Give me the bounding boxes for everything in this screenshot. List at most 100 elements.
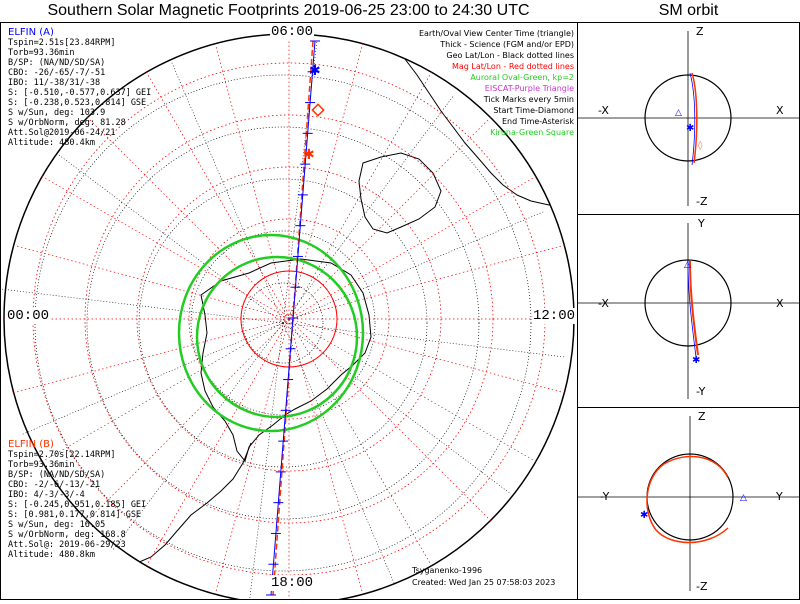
geo-lon-line — [282, 94, 455, 324]
info-line: B/SP: (NA/ND/SD/SA) — [8, 58, 106, 68]
start-diamond — [311, 103, 325, 117]
mag-lon-line — [13, 318, 290, 394]
mag-lon-line — [13, 244, 290, 320]
geo-lon-line — [248, 322, 284, 604]
geo-lon-line — [20, 322, 284, 436]
orbit3-bottom-label: -Z — [696, 580, 708, 593]
info-line: S: [0.981,0.177,0.814] GSE — [8, 510, 142, 520]
orbit-panel-xy: △ ✱ Y -Y -X X — [577, 214, 800, 408]
geo-lon-line — [170, 60, 284, 324]
orbit-plot-xz: ◊ △ ✱ — [578, 31, 799, 206]
mag-lon-line — [288, 318, 491, 521]
orbit-title: SM orbit — [658, 2, 719, 19]
svg-text:✱: ✱ — [686, 123, 694, 134]
info-line: S w/Sun, deg: 103.9 — [8, 108, 106, 118]
orbit2-left-label: -X — [598, 297, 609, 310]
info-line: S: [-0.510,-0.577,0.637] GEI — [8, 88, 152, 98]
continent-antarctica — [200, 258, 372, 463]
orbit1-left-label: -X — [598, 104, 609, 117]
elfin-a-name: ELFIN (A) — [8, 27, 54, 38]
info-line: CBO: -2/-6/-13/-21 — [8, 480, 101, 490]
legend-item: Tick Marks every 5min — [483, 95, 574, 104]
info-line: IBO: 4/-3/-3/-4 — [8, 490, 85, 500]
legend-item: Kiruna-Green Square — [490, 128, 574, 137]
info-line: Altitude: 480.4km — [8, 138, 95, 148]
continent-australia — [358, 152, 442, 234]
geo-lat-circle — [34, 74, 532, 572]
auroral-ovals — [177, 233, 365, 433]
mag-lon-line — [42, 318, 290, 462]
mag-lon-line — [288, 43, 364, 320]
geo-lon-line — [282, 210, 546, 324]
legend-item: Earth/Oval View Center Time (triangle) — [418, 29, 574, 38]
svg-text:△: △ — [740, 493, 747, 503]
orbit3-left-label: -Y — [600, 490, 610, 503]
info-line: Att.Sol@: 2019-06-29/23 — [8, 540, 126, 550]
info-line: S w/OrbNorm, deg: 168.8 — [8, 530, 126, 540]
info-line: Altitude: 480.8km — [8, 550, 95, 560]
info-line: Tspin=2.70s[22.14RPM] — [8, 450, 116, 460]
elfin-a-info: ELFIN (A) Tspin=2.51s[23.84RPM] Torb=93.3… — [8, 27, 151, 149]
footprint-map: ✱✱ — [0, 33, 575, 604]
info-line: Att.Sol@2019-06-24/21 — [8, 128, 116, 138]
mag-lon-line — [87, 117, 290, 320]
mlt-label-left: 00:00 — [6, 308, 51, 324]
mag-lon-line — [42, 176, 290, 320]
orbit2-bottom-label: -Y — [696, 385, 706, 398]
end-asterisk: ✱ — [309, 63, 321, 79]
geo-lon-line — [111, 322, 284, 552]
orbit-panel-xz: ◊ △ ✱ Z -Z -X X — [577, 22, 800, 215]
geo-lat-circle — [190, 230, 376, 416]
elfin-b-lines: Tspin=2.70s[22.14RPM] Torb=93.36min B/SP: … — [8, 450, 146, 560]
geo-lat-circle — [86, 126, 480, 520]
mag-lon-line — [214, 318, 290, 595]
info-line: IBO: 11/-38/31/-38 — [8, 78, 101, 88]
chart-title: Southern Solar Magnetic Footprints 2019-… — [47, 2, 530, 19]
continent-africa — [396, 42, 574, 210]
info-line: S w/OrbNorm, deg: 81.28 — [8, 118, 126, 128]
orbit-plot-yz: △ ✱ — [578, 416, 799, 591]
orbit1-bottom-label: -Z — [696, 195, 708, 208]
legend-item: Mag Lat/Lon - Red dotted lines — [451, 62, 574, 71]
end-asterisk-b: ✱ — [303, 147, 315, 163]
info-line: CBO: -26/-65/-7/-51 — [8, 68, 106, 78]
legend-item: Thick - Science (FGM and/or EPD) — [440, 40, 574, 49]
svg-text:△: △ — [684, 260, 691, 270]
mag-lon-line — [146, 318, 290, 566]
created-timestamp: Created: Wed Jan 25 07:58:03 2023 — [412, 578, 556, 587]
model-credit: Tsyganenko-1996 — [412, 566, 483, 575]
elfin-b-name: ELFIN (B) — [8, 439, 54, 450]
info-line: Tspin=2.51s[23.84RPM] — [8, 38, 116, 48]
auroral-oval-inner — [195, 255, 359, 419]
elfin-b-info: ELFIN (B) Tspin=2.70s[22.14RPM] Torb=93.3… — [8, 439, 146, 561]
orbit2-right-label: X — [776, 297, 784, 310]
mag-lon-line — [146, 72, 290, 320]
elfin-a-lines: Tspin=2.51s[23.84RPM] Torb=93.36min B/SP: … — [8, 38, 151, 148]
orbit-panel-yz: △ ✱ Z -Z -Y Y — [577, 407, 800, 600]
geo-lat-circle — [138, 178, 428, 468]
svg-text:△: △ — [675, 108, 682, 118]
legend-item: EISCAT-Purple Triangle — [484, 84, 574, 93]
mlt-label-right: 12:00 — [532, 308, 577, 324]
info-line: Torb=93.36min — [8, 48, 75, 58]
info-line: S w/Sun, deg: 16.05 — [8, 520, 106, 530]
mag-lon-line — [288, 318, 364, 595]
orbit-plot-xy: △ ✱ — [578, 223, 799, 399]
geo-lon-line — [0, 288, 284, 324]
svg-text:✱: ✱ — [640, 510, 648, 521]
geo-lat-circle — [242, 282, 324, 364]
legend-item: End Time-Asterisk — [501, 117, 574, 126]
svg-text:◊: ◊ — [698, 140, 703, 151]
geo-lon-line — [54, 151, 284, 324]
auroral-oval-outer — [177, 233, 365, 433]
mag-lon-line — [214, 43, 290, 320]
mag-lon-line — [87, 318, 290, 521]
map-panel: ✱ ✱ — [0, 22, 578, 604]
geo-lon-line — [282, 322, 566, 358]
footprint-tracks: ✱✱ — [266, 40, 325, 596]
orbit1-right-label: X — [776, 104, 784, 117]
geo-lon-line — [282, 322, 396, 586]
orbit3-top-label: Z — [698, 410, 706, 423]
legend-item: Auroral Oval-Green, kp=2 — [470, 73, 574, 82]
legend-item: Start Time-Diamond — [493, 106, 574, 115]
